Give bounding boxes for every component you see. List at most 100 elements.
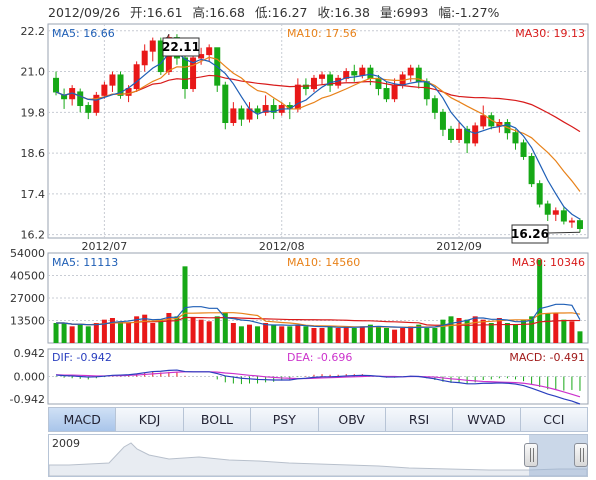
- dif-legend: DIF: -0.942: [52, 351, 112, 364]
- ma5-line: [55, 51, 581, 220]
- volume-bar-up: [150, 323, 156, 343]
- quote-change: 幅:-1.27%: [438, 5, 500, 20]
- navigator-right-handle[interactable]: [574, 443, 588, 467]
- candle-up: [93, 94, 100, 113]
- volume-bar-down: [77, 324, 83, 343]
- volume-tick-label: 54000: [10, 247, 45, 260]
- tab-psy[interactable]: PSY: [251, 408, 319, 431]
- quote-high: 高:16.68: [192, 5, 246, 20]
- tab-wvad[interactable]: WVAD: [453, 408, 521, 431]
- candle-up: [101, 84, 108, 96]
- candle-up: [568, 220, 575, 223]
- volume-bar-up: [101, 319, 107, 343]
- volume-ma5-legend: MA5: 11113: [52, 256, 118, 269]
- candle-down: [464, 128, 471, 144]
- volume-bar-up: [335, 328, 341, 343]
- candle-down: [222, 84, 229, 124]
- volume-bar-down: [561, 319, 567, 343]
- volume-bar-down: [303, 326, 309, 343]
- chart-canvas[interactable]: 22.2 21.0 19.8 18.6 17.4 16.2 2012/07 2012/08 20…: [0, 0, 596, 405]
- candle-up: [190, 57, 197, 90]
- volume-bar-up: [190, 318, 196, 343]
- candle-down: [53, 77, 60, 93]
- volume-bar-up: [319, 328, 325, 343]
- candle-down: [367, 67, 374, 79]
- volume-ma10-line: [56, 312, 581, 328]
- macd-tick-label: 0.000: [14, 371, 46, 384]
- price-tick-label: 19.8: [21, 106, 46, 119]
- volume-bar-down: [521, 319, 527, 343]
- volume-bar-down: [504, 323, 510, 343]
- price-tick-label: 18.6: [21, 147, 46, 160]
- quote-volume: 量:6993: [379, 5, 429, 20]
- volume-tick-label: 40500: [10, 270, 45, 283]
- volume-bar-down: [448, 316, 454, 343]
- volume-bar-up: [126, 323, 132, 343]
- volume-bar-up: [246, 324, 252, 343]
- volume-tick-label: 27000: [10, 292, 45, 305]
- candle-up: [133, 64, 140, 90]
- volume-bar-up: [198, 319, 204, 343]
- macd-legend: MACD: -0.491: [509, 351, 585, 364]
- price-tick-label: 17.4: [21, 188, 46, 201]
- candle-up: [310, 77, 317, 90]
- candle-down: [431, 98, 438, 113]
- tab-kdj[interactable]: KDJ: [116, 408, 184, 431]
- macd-tick-label: 0.942: [14, 347, 46, 360]
- ma10-line: [55, 56, 581, 192]
- volume-bar-down: [424, 328, 430, 343]
- volume-bar-down: [214, 316, 220, 343]
- volume-bar-down: [222, 313, 228, 343]
- candle-down: [448, 128, 454, 140]
- quote-close: 收:16.38: [317, 5, 370, 20]
- candle-down: [238, 108, 245, 120]
- max-callout-box: [162, 37, 200, 57]
- volume-bar-up: [480, 319, 486, 343]
- candle-down: [576, 220, 583, 229]
- tab-rsi[interactable]: RSI: [386, 408, 454, 431]
- range-navigator[interactable]: [48, 434, 588, 477]
- indicator-tabs: MACD KDJ BOLL PSY OBV RSI WVAD CCI: [48, 407, 588, 432]
- volume-bar-up: [279, 326, 285, 343]
- volume-bar-down: [577, 331, 583, 343]
- dif-line: [55, 369, 581, 405]
- min-callout-box: [511, 224, 549, 244]
- navigator-left-handle[interactable]: [524, 443, 538, 467]
- tab-obv[interactable]: OBV: [319, 408, 386, 431]
- volume-bar-up: [472, 316, 478, 343]
- volume-bar-down: [529, 316, 535, 343]
- navigator-year: 2009: [52, 437, 80, 450]
- volume-bar-up: [206, 321, 212, 343]
- price-tick-label: 22.2: [21, 25, 46, 38]
- quote-open: 开:16.61: [130, 5, 183, 20]
- candle-down: [439, 111, 446, 130]
- candle-up: [472, 125, 479, 144]
- date-tick-label: 2012/09: [436, 240, 482, 253]
- tab-boll[interactable]: BOLL: [184, 408, 252, 431]
- navigator-sparkline: [48, 435, 588, 477]
- volume-tick-label: 13500: [10, 315, 45, 328]
- candle-down: [536, 183, 543, 205]
- date-tick-label: 2012/08: [259, 240, 305, 253]
- volume-bar-up: [69, 326, 75, 343]
- volume-bar-down: [271, 324, 277, 343]
- volume-bar-up: [311, 328, 317, 343]
- volume-bar-down: [174, 316, 180, 343]
- candle-up: [407, 67, 414, 76]
- min-callout-line: [547, 231, 580, 234]
- price-tick-label: 16.2: [21, 229, 46, 242]
- volume-bar-down: [182, 266, 188, 343]
- candle-up: [391, 84, 398, 100]
- dea-legend: DEA: -0.696: [287, 351, 352, 364]
- quote-header: 2012/09/26 开:16.61 高:16.68 低:16.27 收:16.…: [48, 2, 505, 21]
- tab-cci[interactable]: CCI: [543, 412, 565, 427]
- volume-bar-down: [158, 319, 164, 343]
- volume-bar-down: [488, 323, 494, 343]
- candle-down: [375, 77, 382, 90]
- candle-down: [512, 132, 519, 144]
- candle-up: [359, 67, 366, 76]
- tab-macd[interactable]: MACD: [49, 408, 117, 431]
- volume-bar-up: [142, 314, 148, 343]
- volume-ma5-line: [56, 303, 581, 329]
- candle-up: [319, 74, 326, 79]
